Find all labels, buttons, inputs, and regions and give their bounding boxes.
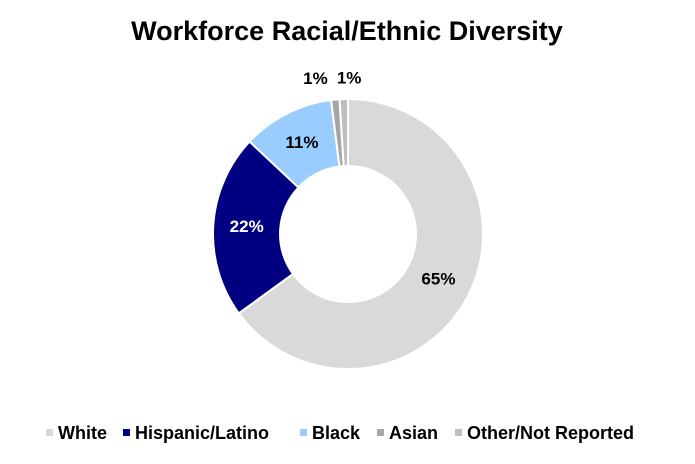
legend-marker: [123, 429, 130, 436]
legend-label: Asian: [389, 423, 438, 443]
data-label: 65%: [421, 270, 455, 289]
data-label: 22%: [230, 217, 264, 236]
legend-label: White: [58, 423, 107, 443]
legend-label: Other/Not Reported: [467, 423, 634, 443]
legend-marker: [46, 429, 53, 436]
slice: [237, 97, 484, 370]
legend-marker: [377, 429, 384, 436]
chart-title: Workforce Racial/Ethnic Diversity: [131, 16, 563, 46]
slice: [338, 97, 349, 168]
legend-label: Hispanic/Latino: [135, 423, 269, 443]
legend-label: Black: [312, 423, 361, 443]
data-label: 1%: [337, 69, 362, 88]
legend-marker: [455, 429, 462, 436]
legend-marker: [300, 429, 307, 436]
slice: [212, 140, 300, 315]
data-label: 1%: [303, 69, 328, 88]
data-label: 11%: [285, 133, 318, 152]
